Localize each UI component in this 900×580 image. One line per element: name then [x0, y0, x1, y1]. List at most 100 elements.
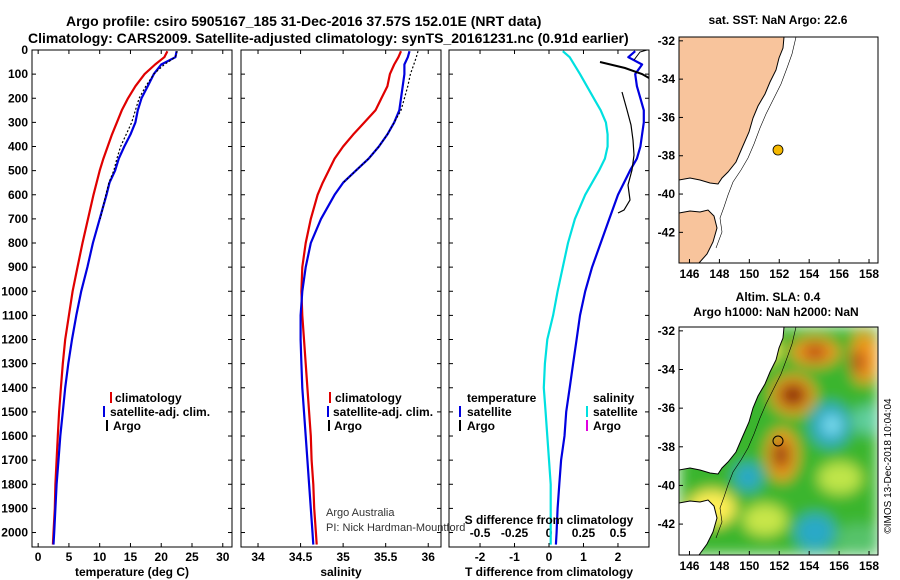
map-lat-label: -36: [658, 401, 676, 415]
temperature-axis-ticks: 0 5 10 15 20 25 30: [35, 50, 230, 564]
sst-argo-marker: [772, 144, 784, 156]
depth-axis-ticks: 0 100 200 300 400 500 600 700 800 900 1000 1100 1200…: [1, 43, 649, 540]
map-lat-label: -40: [658, 478, 676, 492]
depth-tick-label: 400: [8, 140, 28, 154]
map-lat-label: -34: [658, 363, 676, 377]
x-tick-label: 10: [93, 550, 107, 564]
ssh-map-shelf-contour: [715, 327, 797, 539]
legend-label-temp-satellite: satellite: [467, 405, 512, 419]
ssh-map: [679, 327, 878, 555]
x-tick-label: 36: [422, 550, 436, 564]
temperature-legend: climatology satellite-adj. clim. Argo: [103, 391, 210, 433]
ssh-map-credit: ©IMOS 13-Dec-2018 10:04:04: [883, 398, 894, 534]
legend-heading-temperature: temperature: [467, 391, 537, 405]
x-tick-label: 20: [155, 550, 169, 564]
ssh-map-tasmania: [679, 499, 718, 555]
depth-tick-label: 1100: [2, 308, 28, 322]
map-lat-label: -40: [658, 187, 676, 201]
series-line-climatology: [300, 50, 403, 545]
map-lon-label: 152: [769, 559, 789, 573]
salinity-axis-ticks: 34 34.5 35 35.5 36: [251, 50, 435, 564]
map-lon-label: 148: [709, 559, 729, 573]
depth-tick-label: 700: [8, 212, 28, 226]
series-line-climatology: [51, 50, 169, 545]
depth-tick-label: 900: [8, 260, 28, 274]
s-tick-label: -0.25: [501, 526, 529, 540]
map-lon-label: 150: [739, 559, 759, 573]
title-line-2: Climatology: CARS2009. Satellite-adjuste…: [28, 30, 629, 46]
map-lon-label: 146: [679, 559, 699, 573]
ssh-map-frame: [678, 326, 879, 556]
legend-label-temp-argo: Argo: [467, 419, 495, 433]
map-lon-label: 150: [739, 267, 759, 281]
salinity-xlabel: salinity: [320, 565, 362, 579]
legend-label-sal-argo: Argo: [593, 419, 621, 433]
series-line-s-satellite: [554, 50, 645, 545]
map-lon-label: 156: [829, 267, 849, 281]
x-tick-label: -2: [475, 550, 486, 564]
difference-legend: temperature satellite Argo salinity sate…: [459, 391, 638, 433]
x-tick-label: 25: [185, 550, 199, 564]
s-tick-label: 0: [546, 526, 553, 540]
map-lon-label: 152: [769, 267, 789, 281]
map-lon-label: 154: [799, 267, 819, 281]
map-lon-label: 158: [859, 559, 879, 573]
x-tick-label: -1: [509, 550, 520, 564]
difference-xlabel: T difference from climatology: [465, 565, 633, 579]
x-tick-label: 0: [546, 550, 553, 564]
x-tick-label: 30: [216, 550, 230, 564]
x-tick-label: 35.5: [374, 550, 398, 564]
ssh-map-axis-ticks: 146 148 150 152 154 156 158 -32 -34 -36 -38 -40 -42: [658, 324, 880, 573]
series-line-satellite-adj-clim-: [299, 50, 411, 545]
series-line-argo: [342, 51, 419, 184]
sst-map: [679, 37, 878, 263]
ssh-map-title-1: Altim. SLA: 0.4: [736, 290, 821, 304]
depth-tick-label: 300: [8, 115, 28, 129]
x-tick-label: 15: [124, 550, 138, 564]
depth-tick-label: 1200: [1, 333, 28, 347]
map-lat-label: -32: [658, 324, 676, 338]
depth-tick-label: 500: [8, 164, 28, 178]
title-line-1: Argo profile: csiro 5905167_185 31-Dec-2…: [66, 13, 541, 29]
legend-heading-salinity: salinity: [593, 391, 635, 405]
x-tick-label: 34: [251, 550, 265, 564]
x-tick-label: 35: [336, 550, 350, 564]
sst-map-land: [679, 37, 785, 185]
x-tick-label: 1: [580, 550, 587, 564]
legend-label-climatology: climatology: [115, 391, 182, 405]
depth-tick-label: 2000: [1, 526, 28, 540]
sst-map-shelf-contour: [715, 37, 797, 249]
depth-tick-label: 1600: [1, 429, 28, 443]
x-tick-label: 34.5: [289, 550, 313, 564]
difference-axis-ticks: -2 -1 0 1 2 -0.5 -0.25 0 0.25 0.5: [470, 50, 627, 564]
map-lat-label: -34: [658, 72, 676, 86]
depth-tick-label: 1000: [1, 284, 28, 298]
difference-series: [542, 50, 645, 545]
map-lon-label: 156: [829, 559, 849, 573]
ssh-map-title-2: Argo h1000: NaN h2000: NaN: [693, 305, 858, 319]
legend-label-argo: Argo: [334, 419, 362, 433]
legend-label-argo: Argo: [113, 419, 141, 433]
depth-tick-label: 1500: [1, 405, 28, 419]
series-line-satellite-adj-clim-: [52, 50, 178, 545]
s-tick-label: -0.5: [470, 526, 491, 540]
x-tick-label: 0: [35, 550, 42, 564]
depth-tick-label: 1900: [1, 501, 28, 515]
s-tick-label: 0.25: [572, 526, 596, 540]
depth-tick-label: 1800: [1, 477, 28, 491]
sst-map-title: sat. SST: NaN Argo: 22.6: [709, 13, 848, 27]
coastline-overlay: [599, 50, 649, 214]
temperature-series: [51, 50, 178, 545]
salinity-panel-frame: [240, 49, 442, 548]
sst-map-frame: [678, 36, 879, 264]
pi-annotation: PI: Nick Hardman-Mountford: [326, 522, 465, 534]
x-tick-label: 2: [615, 550, 622, 564]
depth-tick-label: 1700: [1, 453, 28, 467]
legend-label-climatology: climatology: [335, 391, 402, 405]
map-lat-label: -38: [658, 440, 676, 454]
map-lat-label: -42: [658, 225, 676, 239]
depth-tick-label: 1300: [1, 357, 28, 371]
map-lat-label: -42: [658, 517, 676, 531]
difference-xlabel-salinity: S difference from climatology: [465, 513, 634, 527]
map-lat-label: -36: [658, 110, 676, 124]
